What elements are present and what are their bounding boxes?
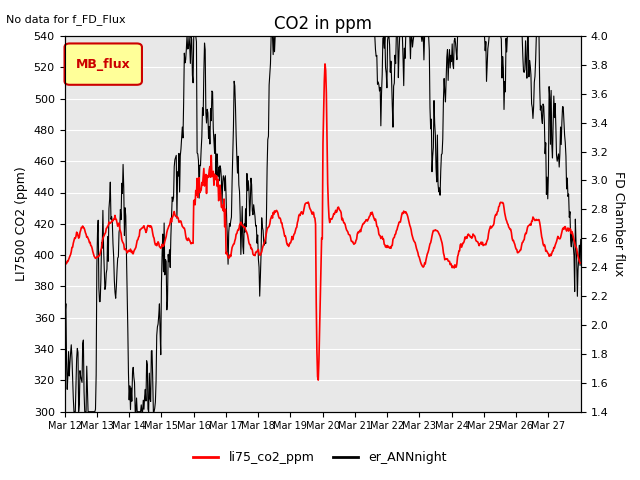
Line: li75_co2_ppm: li75_co2_ppm	[65, 64, 580, 380]
er_ANNnight	[243, 170, 251, 176]
li75_co2_ppm	[121, 246, 129, 252]
er_ANNnight	[577, 237, 584, 242]
li75_co2_ppm	[577, 260, 584, 266]
er_ANNnight	[406, 33, 413, 39]
li75_co2_ppm	[216, 182, 224, 188]
li75_co2_ppm	[61, 260, 68, 266]
FancyBboxPatch shape	[65, 44, 142, 85]
Text: No data for f_FD_Flux: No data for f_FD_Flux	[6, 14, 126, 25]
er_ANNnight	[122, 213, 130, 219]
li75_co2_ppm	[377, 236, 385, 241]
er_ANNnight	[183, 33, 191, 39]
Title: CO2 in ppm: CO2 in ppm	[274, 15, 372, 33]
er_ANNnight	[218, 175, 225, 180]
er_ANNnight	[70, 409, 78, 415]
li75_co2_ppm	[242, 227, 250, 233]
li75_co2_ppm	[261, 237, 269, 243]
Y-axis label: LI7500 CO2 (ppm): LI7500 CO2 (ppm)	[15, 167, 28, 281]
li75_co2_ppm	[321, 61, 329, 67]
li75_co2_ppm	[314, 377, 322, 383]
er_ANNnight	[377, 123, 385, 129]
Line: er_ANNnight: er_ANNnight	[65, 36, 580, 412]
li75_co2_ppm	[406, 223, 413, 228]
Text: MB_flux: MB_flux	[76, 58, 131, 71]
er_ANNnight	[262, 215, 270, 221]
Y-axis label: FD Chamber flux: FD Chamber flux	[612, 171, 625, 276]
er_ANNnight	[61, 315, 68, 321]
Legend: li75_co2_ppm, er_ANNnight: li75_co2_ppm, er_ANNnight	[188, 446, 452, 469]
